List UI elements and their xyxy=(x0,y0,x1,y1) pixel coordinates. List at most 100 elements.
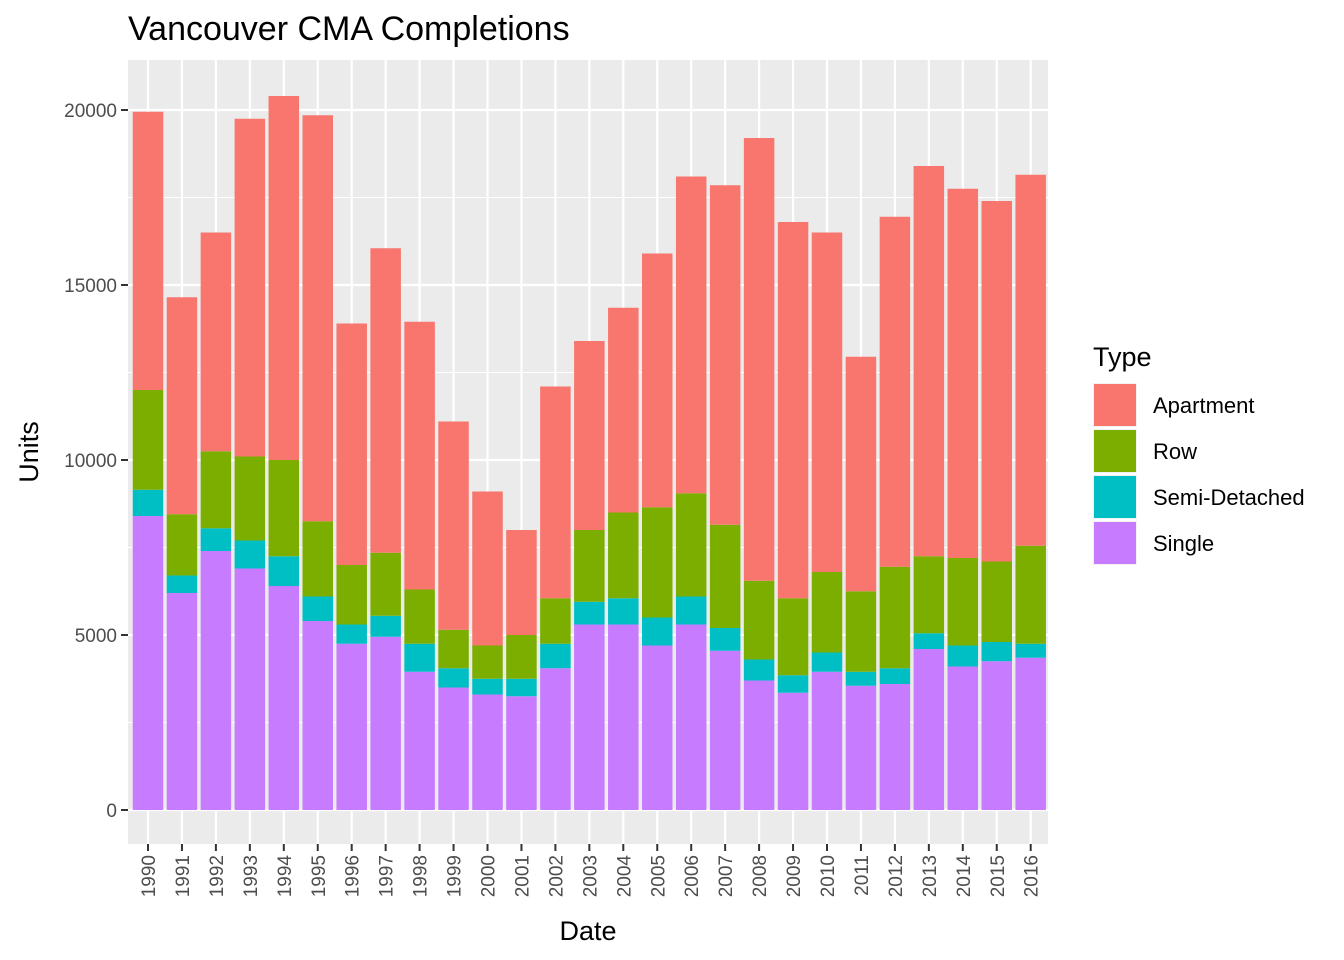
bar-row-2000 xyxy=(472,645,503,679)
bar-semi-detached-1996 xyxy=(336,624,367,644)
x-tick-label: 2012 xyxy=(886,855,907,897)
bar-row-1993 xyxy=(234,456,266,541)
bar-semi-detached-2016 xyxy=(1015,643,1046,658)
bar-apartment-2002 xyxy=(540,386,571,599)
bar-apartment-2016 xyxy=(1015,174,1046,546)
bar-semi-detached-1992 xyxy=(200,528,232,551)
bar-apartment-2015 xyxy=(981,201,1012,562)
bar-single-2006 xyxy=(675,624,707,810)
bar-row-2016 xyxy=(1015,545,1046,644)
x-tick-label: 2008 xyxy=(750,855,771,897)
x-tick-label: 2015 xyxy=(988,855,1009,897)
bar-stack-2005 xyxy=(642,253,673,810)
bar-stack-2009 xyxy=(777,222,809,810)
bar-single-2010 xyxy=(811,671,843,810)
legend-title: Type xyxy=(1093,342,1152,372)
chart-title: Vancouver CMA Completions xyxy=(128,10,570,48)
bar-apartment-2001 xyxy=(506,530,537,635)
bar-stack-2004 xyxy=(608,307,639,810)
bar-apartment-1997 xyxy=(370,248,401,553)
bar-stack-2007 xyxy=(709,185,741,810)
y-axis-title: Units xyxy=(14,421,44,483)
bar-stack-2016 xyxy=(1015,174,1046,810)
bar-stack-2002 xyxy=(540,386,571,810)
bar-row-1994 xyxy=(268,460,300,557)
bar-row-2007 xyxy=(709,524,741,628)
bar-single-2016 xyxy=(1015,657,1046,810)
bar-apartment-2000 xyxy=(472,491,503,646)
bar-semi-detached-1990 xyxy=(132,489,164,516)
bar-row-2011 xyxy=(845,591,877,672)
bar-single-1993 xyxy=(234,568,266,810)
bar-semi-detached-2000 xyxy=(472,678,503,695)
bar-stack-2003 xyxy=(574,341,605,810)
bar-stack-1994 xyxy=(268,96,300,810)
bar-stack-1990 xyxy=(132,111,164,810)
x-tick-label: 1997 xyxy=(377,855,398,897)
bar-semi-detached-2005 xyxy=(642,617,673,646)
bar-single-1996 xyxy=(336,643,367,810)
bar-single-1998 xyxy=(404,671,435,810)
bar-single-1991 xyxy=(166,593,198,810)
bar-single-2014 xyxy=(947,666,979,810)
bar-stack-1998 xyxy=(404,321,435,810)
legend-label: Row xyxy=(1153,439,1197,464)
x-tick-label: 1996 xyxy=(343,855,364,897)
bar-apartment-1999 xyxy=(438,421,469,630)
bar-semi-detached-2006 xyxy=(675,596,707,625)
bar-apartment-2010 xyxy=(811,232,843,572)
bar-single-2005 xyxy=(642,645,673,810)
bar-semi-detached-2004 xyxy=(608,598,639,625)
x-tick-label: 1994 xyxy=(275,855,296,898)
x-tick-label: 1990 xyxy=(139,855,160,897)
x-tick-label: 2014 xyxy=(954,855,975,898)
legend-item-semi-detached: Semi-Detached xyxy=(1093,475,1305,519)
bar-semi-detached-2009 xyxy=(777,675,809,693)
bar-row-2015 xyxy=(981,561,1012,642)
bar-row-2006 xyxy=(675,493,707,597)
bar-row-2014 xyxy=(947,558,979,646)
bar-single-2008 xyxy=(743,680,775,810)
bar-semi-detached-2007 xyxy=(709,628,741,651)
x-tick-label: 2004 xyxy=(614,855,635,898)
bar-row-2010 xyxy=(811,572,843,653)
bar-stack-2011 xyxy=(845,356,877,810)
bar-row-1999 xyxy=(438,629,469,669)
x-tick-label: 2001 xyxy=(512,855,533,897)
bar-apartment-2008 xyxy=(743,138,775,581)
bar-stack-2001 xyxy=(506,530,537,810)
x-tick-label: 2006 xyxy=(682,855,703,897)
bar-semi-detached-2010 xyxy=(811,652,843,672)
bar-apartment-1998 xyxy=(404,321,435,590)
x-tick-label: 2016 xyxy=(1022,855,1043,897)
bar-single-2009 xyxy=(777,692,809,810)
y-tick-label: 0 xyxy=(106,801,117,822)
bar-stack-2000 xyxy=(472,491,503,810)
bar-apartment-2003 xyxy=(574,341,605,530)
bar-single-1990 xyxy=(132,516,164,810)
bar-semi-detached-2002 xyxy=(540,643,571,669)
bar-single-2004 xyxy=(608,624,639,810)
bar-row-1996 xyxy=(336,565,367,625)
x-tick-label: 2007 xyxy=(716,855,737,897)
x-tick-label: 2009 xyxy=(784,855,805,897)
bar-stack-1992 xyxy=(200,232,232,810)
bar-single-2001 xyxy=(506,696,537,810)
y-tick-label: 5000 xyxy=(75,626,117,647)
legend-label: Apartment xyxy=(1153,393,1255,418)
bar-semi-detached-1998 xyxy=(404,643,435,672)
bar-semi-detached-2011 xyxy=(845,671,877,686)
bar-apartment-2014 xyxy=(947,188,979,558)
legend: Type Apartment Row Semi-Detached Single xyxy=(1093,342,1305,565)
bar-apartment-1996 xyxy=(336,323,367,565)
legend-label: Single xyxy=(1153,531,1214,556)
y-tick-label: 10000 xyxy=(64,451,117,472)
bar-single-2011 xyxy=(845,685,877,810)
bar-apartment-2009 xyxy=(777,222,809,599)
bar-semi-detached-1991 xyxy=(166,575,198,593)
bar-apartment-1992 xyxy=(200,232,232,452)
bar-apartment-1995 xyxy=(302,115,333,522)
bar-row-2012 xyxy=(879,566,911,669)
legend-item-single: Single xyxy=(1093,521,1214,565)
bar-semi-detached-1995 xyxy=(302,596,333,621)
